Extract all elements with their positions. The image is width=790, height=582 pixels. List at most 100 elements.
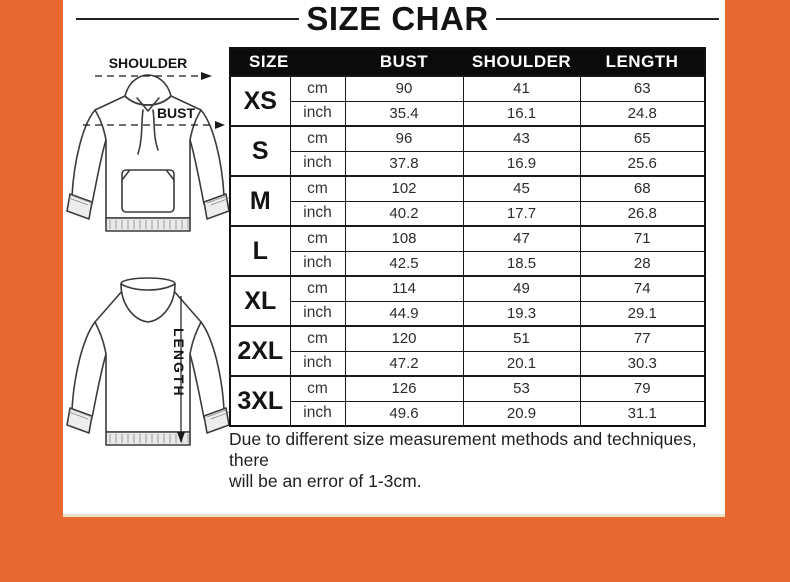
table-row: inch 35.4 16.1 24.8 <box>230 100 706 127</box>
unit-cell: cm <box>289 175 346 202</box>
title-rule-right <box>495 18 719 20</box>
value-cell: 43 <box>462 125 581 152</box>
note-text: Due to different size measurement method… <box>229 429 729 492</box>
value-cell: 41 <box>462 75 581 102</box>
unit-cell: inch <box>289 150 346 177</box>
value-cell: 44.9 <box>344 300 464 327</box>
length-label: LENGTH <box>171 328 187 398</box>
value-cell: 40.2 <box>344 200 464 227</box>
value-cell: 90 <box>344 75 464 102</box>
note-line-2: will be an error of 1-3cm. <box>229 471 422 491</box>
value-cell: 31.1 <box>579 400 706 427</box>
value-cell: 49.6 <box>344 400 464 427</box>
value-cell: 71 <box>579 225 706 252</box>
hoodie-front-outline <box>66 74 231 232</box>
value-cell: 18.5 <box>462 250 581 277</box>
value-cell: 96 <box>344 125 464 152</box>
shoulder-label: SHOULDER <box>109 55 188 71</box>
value-cell: 24.8 <box>579 100 706 127</box>
value-cell: 35.4 <box>344 100 464 127</box>
value-cell: 20.9 <box>462 400 581 427</box>
title-rule-left <box>76 18 300 20</box>
value-cell: 47 <box>462 225 581 252</box>
table-row: inch 37.8 16.9 25.6 <box>230 150 706 177</box>
value-cell: 19.3 <box>462 300 581 327</box>
value-cell: 37.8 <box>344 150 464 177</box>
note-line-1: Due to different size measurement method… <box>229 429 697 470</box>
hood-outer <box>124 74 172 97</box>
size-label: 3XL <box>229 375 291 427</box>
value-cell: 63 <box>579 75 706 102</box>
unit-cell: inch <box>289 350 346 377</box>
header-size: SIZE <box>230 48 346 76</box>
content-panel: SIZE CHAR SHOULDER BUS <box>63 0 725 517</box>
header-bust: BUST <box>345 48 464 76</box>
pocket <box>121 169 175 213</box>
size-label: XS <box>229 75 291 127</box>
value-cell: 77 <box>579 325 706 352</box>
unit-cell: inch <box>289 250 346 277</box>
table-row: 2XL cm 120 51 77 <box>229 325 706 377</box>
unit-cell: inch <box>289 200 346 227</box>
table-row: S cm 96 43 65 <box>229 125 706 177</box>
title-row: SIZE CHAR <box>76 0 719 38</box>
unit-cell: inch <box>289 100 346 127</box>
table-row: inch 40.2 17.7 26.8 <box>230 200 706 227</box>
size-label: S <box>229 125 291 177</box>
table-row: inch 47.2 20.1 30.3 <box>230 350 706 377</box>
value-cell: 26.8 <box>579 200 706 227</box>
length-arrow: LENGTH <box>171 296 187 443</box>
value-cell: 42.5 <box>344 250 464 277</box>
value-cell: 25.6 <box>579 150 706 177</box>
value-cell: 120 <box>344 325 464 352</box>
table-row: 3XL cm 126 53 79 <box>229 375 706 427</box>
bust-arrow: BUST <box>83 105 225 129</box>
drawstrings <box>137 109 159 155</box>
size-label: M <box>229 175 291 227</box>
unit-cell: inch <box>289 400 346 427</box>
shoulder-arrow: SHOULDER <box>95 55 212 80</box>
value-cell: 126 <box>344 375 464 402</box>
table-row: inch 49.6 20.9 31.1 <box>230 400 706 427</box>
value-cell: 114 <box>344 275 464 302</box>
value-cell: 16.1 <box>462 100 581 127</box>
arrow-right-icon <box>215 121 225 129</box>
value-cell: 108 <box>344 225 464 252</box>
size-label: 2XL <box>229 325 291 377</box>
value-cell: 45 <box>462 175 581 202</box>
table-row: L cm 108 47 71 <box>229 225 706 277</box>
value-cell: 53 <box>462 375 581 402</box>
table-header-row: SIZE BUST SHOULDER LENGTH <box>230 48 706 76</box>
size-label: XL <box>229 275 291 327</box>
value-cell: 49 <box>462 275 581 302</box>
value-cell: 47.2 <box>344 350 464 377</box>
table-row: XL cm 114 49 74 <box>229 275 706 327</box>
value-cell: 28 <box>579 250 706 277</box>
value-cell: 17.7 <box>462 200 581 227</box>
unit-cell: cm <box>289 75 346 102</box>
table-row: inch 44.9 19.3 29.1 <box>230 300 706 327</box>
size-table: SIZE BUST SHOULDER LENGTH XS cm 90 41 63… <box>229 47 707 427</box>
unit-cell: inch <box>289 300 346 327</box>
arrow-right-icon <box>201 72 212 80</box>
unit-cell: cm <box>289 275 346 302</box>
arrow-down-icon <box>177 432 185 443</box>
value-cell: 16.9 <box>462 150 581 177</box>
unit-cell: cm <box>289 375 346 402</box>
size-label: L <box>229 225 291 277</box>
table-row: M cm 102 45 68 <box>229 175 706 227</box>
page-title: SIZE CHAR <box>306 0 489 37</box>
value-cell: 20.1 <box>462 350 581 377</box>
value-cell: 79 <box>579 375 706 402</box>
value-cell: 74 <box>579 275 706 302</box>
table-row: inch 42.5 18.5 28 <box>230 250 706 277</box>
unit-cell: cm <box>289 225 346 252</box>
bust-label: BUST <box>157 105 196 121</box>
table-row: XS cm 90 41 63 <box>229 75 706 127</box>
value-cell: 30.3 <box>579 350 706 377</box>
header-shoulder: SHOULDER <box>463 48 581 76</box>
unit-cell: cm <box>289 125 346 152</box>
value-cell: 65 <box>579 125 706 152</box>
unit-cell: cm <box>289 325 346 352</box>
